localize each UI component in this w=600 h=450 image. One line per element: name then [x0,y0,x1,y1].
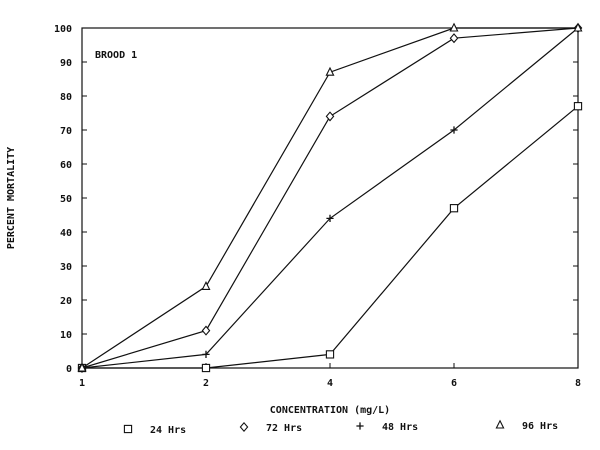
legend-marker-24-hrs [123,424,133,434]
data-point-72-hrs [449,33,459,44]
legend-marker-48-hrs [356,422,364,430]
series-line-96-hrs [81,27,578,369]
chart-annotation: BROOD 1 [95,50,137,61]
y-tick-label: 10 [60,330,72,341]
x-tick-label: 6 [451,378,457,389]
x-tick-label: 1 [79,378,85,389]
legend-marker-72-hrs [239,421,249,433]
x-tick-label: 4 [327,378,333,389]
data-point-96-hrs [573,22,583,32]
y-tick-label: 0 [66,364,72,375]
legend-label-72-hrs: 72 Hrs [266,423,302,434]
y-tick-label: 90 [60,58,72,69]
data-point-96-hrs [449,22,459,32]
data-point-24-hrs [449,204,459,213]
y-axis: 0 10 20 30 40 50 60 70 80 90 100 [54,24,578,375]
y-tick-label: 50 [60,194,72,205]
legend-label-24-hrs: 24 Hrs [150,425,186,436]
data-point-72-hrs [325,111,335,122]
y-tick-label: 60 [60,160,72,171]
data-point-48-hrs [202,350,210,358]
x-tick-label: 8 [575,378,581,389]
data-point-24-hrs [573,102,583,111]
series-layer [77,22,583,374]
x-axis: 1 2 4 6 8 [79,363,581,389]
data-point-96-hrs [325,66,335,76]
x-axis-title: CONCENTRATION (mg/L) [270,405,390,416]
series-line-72-hrs [81,27,579,369]
series-line-24-hrs [82,105,579,369]
y-tick-label: 30 [60,262,72,273]
plot-frame [81,27,579,369]
y-tick-label: 40 [60,228,72,239]
legend-label-96-hrs: 96 Hrs [522,421,558,432]
y-tick-label: 20 [60,296,72,307]
y-tick-label: 100 [54,24,72,35]
data-point-96-hrs [77,362,87,372]
legend-label-48-hrs: 48 Hrs [382,422,418,433]
legend-marker-96-hrs [495,419,505,429]
data-point-96-hrs [201,280,211,290]
legend: 24 Hrs 72 Hrs 48 Hrs 96 Hrs [123,419,558,436]
series-line-48-hrs [81,27,579,369]
y-axis-title: PERCENT MORTALITY [6,147,17,249]
data-point-48-hrs [450,126,458,134]
data-point-24-hrs [325,350,335,359]
data-point-24-hrs [201,363,211,373]
y-tick-label: 70 [60,126,72,137]
y-tick-label: 80 [60,92,72,103]
data-point-48-hrs [326,214,334,222]
x-tick-label: 2 [203,378,209,389]
data-point-72-hrs [201,325,211,336]
